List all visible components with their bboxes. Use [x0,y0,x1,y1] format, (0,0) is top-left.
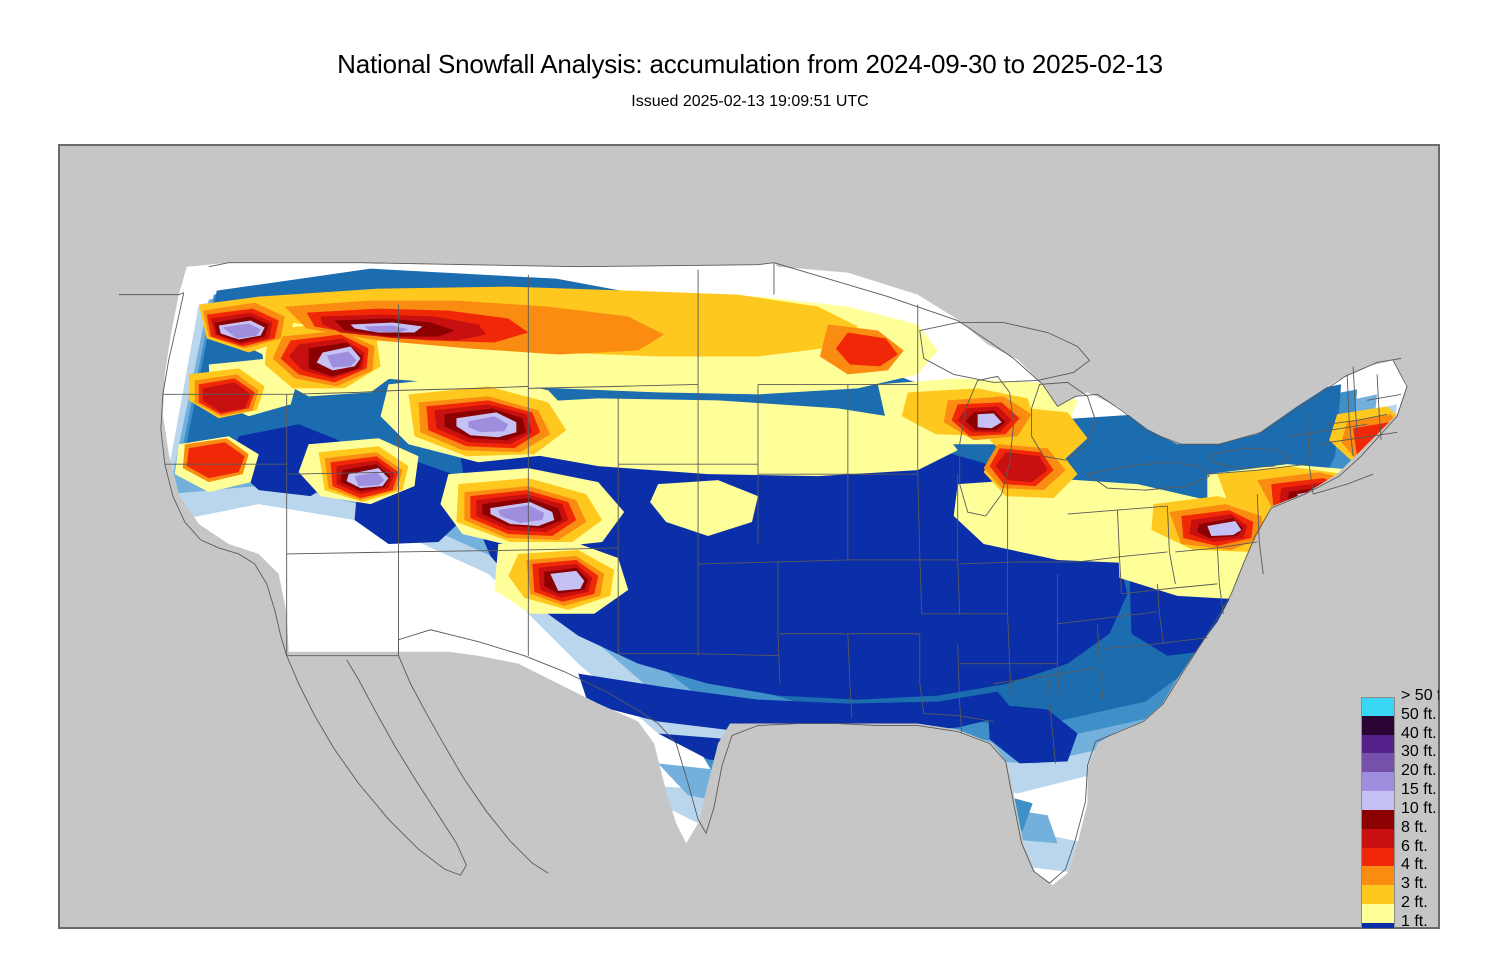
legend-row: 4 ft. [1361,856,1439,886]
snowfall-legend: > 50 ft.50 ft.40 ft.30 ft.20 ft.15 ft.10… [1361,687,1439,928]
page-title: National Snowfall Analysis: accumulation… [337,49,1163,79]
snowfall-map[interactable] [59,145,1439,928]
legend-label: > 50 ft. [1401,687,1439,704]
legend-row: 40 ft. [1361,725,1439,754]
legend-swatch [1361,772,1395,792]
legend-swatch [1361,922,1395,928]
legend-label: 4 ft. [1401,856,1428,874]
legend-row: 30 ft. [1361,743,1439,773]
legend-row: 15 ft. [1361,781,1439,810]
legend-row: 8 ft. [1361,819,1439,848]
legend-row: 2 ft. [1361,894,1439,923]
legend-label: 2 ft. [1401,893,1428,911]
legend-swatch [1361,809,1395,829]
legend-swatch [1361,828,1395,848]
legend-row: 6 ft. [1361,838,1439,867]
legend-swatch [1361,885,1395,904]
legend-label: 1 ft. [1401,912,1428,929]
legend-label: 50 ft. [1401,705,1437,723]
legend-swatch [1361,866,1395,886]
legend-label: 20 ft. [1401,762,1437,780]
legend-label: 10 ft. [1401,799,1437,817]
legend-row: 1 ft. [1361,913,1439,928]
legend-row: 3 ft. [1361,875,1439,904]
legend-row: 20 ft. [1361,762,1439,792]
legend-row: 50 ft. [1361,706,1439,735]
map-frame[interactable]: > 50 ft.50 ft.40 ft.30 ft.20 ft.15 ft.10… [58,144,1440,929]
map-border [59,145,1439,928]
legend-label: 40 ft. [1401,724,1437,742]
legend-label: 3 ft. [1401,875,1428,893]
state-boundaries [118,262,1408,884]
legend-swatch [1361,715,1395,735]
legend-label: 15 ft. [1401,781,1437,799]
legend-label: 30 ft. [1401,743,1437,761]
legend-label: 6 ft. [1401,837,1428,855]
legend-swatch [1361,734,1395,754]
legend-label: 8 ft. [1401,818,1428,836]
legend-swatch [1361,903,1395,923]
legend-row: > 50 ft. [1361,687,1439,716]
legend-row: 10 ft. [1361,800,1439,829]
legend-swatch [1361,791,1395,810]
page-subtitle: Issued 2025-02-13 19:09:51 UTC [631,93,869,110]
legend-swatch [1361,697,1395,716]
legend-swatch [1361,847,1395,867]
legend-swatch [1361,753,1395,773]
